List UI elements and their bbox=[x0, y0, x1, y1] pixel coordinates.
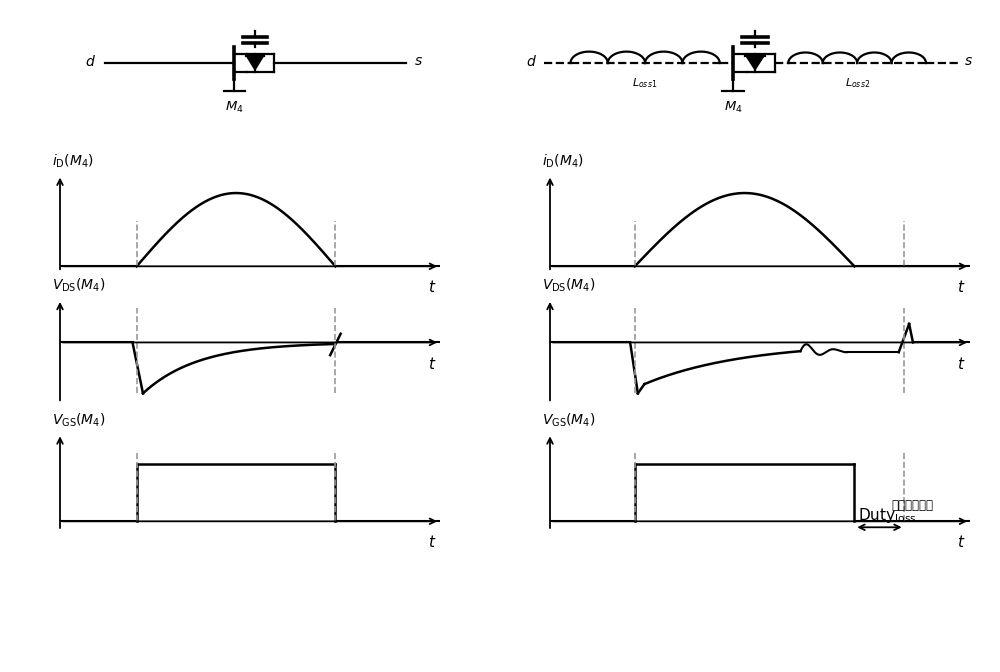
Text: $t$: $t$ bbox=[428, 534, 436, 550]
Text: $L_{oss2}$: $L_{oss2}$ bbox=[845, 77, 870, 90]
Text: $d$: $d$ bbox=[526, 54, 537, 69]
Text: $L_{oss1}$: $L_{oss1}$ bbox=[632, 77, 658, 90]
Text: $\mathrm{Duty_{loss}}$: $\mathrm{Duty_{loss}}$ bbox=[858, 506, 916, 525]
Text: $V_{\mathrm{DS}}(M_4)$: $V_{\mathrm{DS}}(M_4)$ bbox=[542, 276, 595, 294]
Text: $s$: $s$ bbox=[414, 54, 423, 68]
Polygon shape bbox=[746, 56, 764, 70]
Text: $t$: $t$ bbox=[957, 279, 966, 295]
Text: $t$: $t$ bbox=[428, 279, 436, 295]
Text: $M_4$: $M_4$ bbox=[225, 99, 244, 114]
Text: $i_{\mathrm{D}}(M_4)$: $i_{\mathrm{D}}(M_4)$ bbox=[52, 153, 94, 170]
Text: $t$: $t$ bbox=[428, 356, 436, 372]
Text: $V_{\mathrm{GS}}(M_4)$: $V_{\mathrm{GS}}(M_4)$ bbox=[542, 411, 595, 429]
Text: $d$: $d$ bbox=[85, 54, 96, 69]
Text: 丢失的占空比: 丢失的占空比 bbox=[891, 499, 933, 512]
Text: $V_{\mathrm{GS}}(M_4)$: $V_{\mathrm{GS}}(M_4)$ bbox=[52, 411, 106, 429]
Polygon shape bbox=[247, 56, 263, 70]
Text: $M_4$: $M_4$ bbox=[724, 99, 743, 114]
Text: $i_{\mathrm{D}}(M_4)$: $i_{\mathrm{D}}(M_4)$ bbox=[542, 153, 583, 170]
Text: $V_{\mathrm{DS}}(M_4)$: $V_{\mathrm{DS}}(M_4)$ bbox=[52, 276, 106, 294]
Text: $t$: $t$ bbox=[957, 356, 966, 372]
Text: $s$: $s$ bbox=[964, 54, 973, 68]
Text: $t$: $t$ bbox=[957, 534, 966, 550]
